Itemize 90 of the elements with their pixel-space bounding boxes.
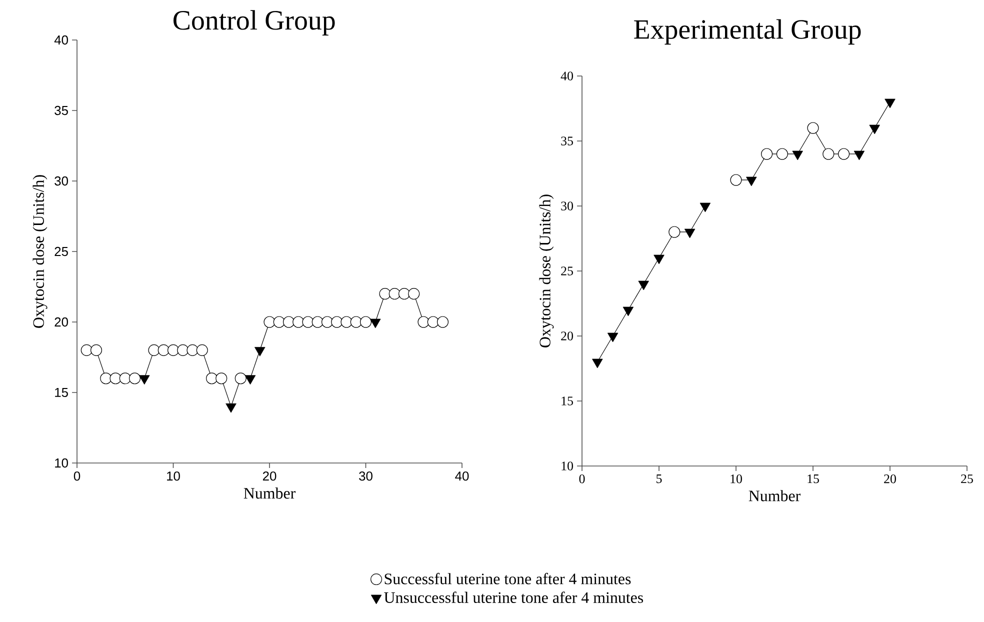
point [436,316,449,328]
point [128,372,141,384]
point [312,316,324,328]
x-axis-title: Number [244,487,296,499]
x-tick-label: 20 [262,471,276,481]
x-tick-label: 20 [884,474,896,484]
point [177,344,189,356]
point [110,372,122,384]
point [838,148,850,160]
point [884,98,896,108]
point [684,228,696,238]
point [360,316,372,328]
point [761,148,773,160]
y-tick-label: 10 [55,458,68,468]
point [730,174,742,186]
point [273,316,285,328]
legend-label: Unsuccessful uterine tone afer 4 minutes [384,592,644,603]
point [282,316,295,328]
point [807,122,819,134]
point [638,280,649,290]
point [792,150,803,160]
x-tick-label: 25 [961,474,973,484]
point [244,375,256,385]
y-tick-label: 25 [561,266,573,276]
x-tick-label: 40 [455,471,469,481]
y-tick-label: 30 [54,176,68,186]
point [196,344,208,356]
point [158,344,170,356]
y-axis-title: Oxytocin dose (Units/h) [32,175,48,328]
point [302,316,314,328]
point [90,344,102,356]
point [350,316,362,328]
point [398,288,410,300]
x-tick-label: 10 [730,474,742,484]
legend-label: Successful uterine tone after 4 minutes [384,572,631,584]
y-axis-title: Oxytocin dose (Units/h) [539,194,554,348]
y-tick-label: 20 [561,332,574,340]
point [119,372,131,384]
point [254,346,266,356]
point [854,150,865,160]
point [186,344,198,356]
y-tick-label: 35 [54,106,68,116]
point [340,316,352,328]
point [408,288,420,300]
point [822,148,834,160]
point [148,344,160,356]
point [592,358,603,368]
point [80,344,92,356]
point [668,226,680,238]
y-tick-label: 40 [54,35,68,45]
point [321,316,334,328]
point [264,316,276,328]
y-tick-label: 25 [54,246,68,256]
point [167,344,180,356]
point [654,254,664,264]
x-tick-label: 30 [359,471,372,481]
y-tick-label: 10 [562,462,574,470]
point [234,372,246,384]
point [746,176,757,186]
point [331,316,343,328]
point [418,316,430,328]
chart-title: Experimental Group [634,19,861,45]
point [206,372,218,384]
point [379,288,391,300]
point [139,375,150,385]
point [226,403,236,413]
point [622,306,634,316]
point [427,316,439,328]
point [292,316,304,328]
y-tick-label: 15 [562,396,573,406]
x-tick-label: 5 [656,474,662,484]
x-tick-label: 10 [167,471,180,481]
point [216,372,228,384]
y-tick-label: 35 [561,136,573,146]
x-axis-title: Number [748,490,800,502]
y-tick-label: 40 [560,72,574,80]
point [869,124,880,134]
x-tick-label: 15 [808,474,819,484]
point [388,288,400,300]
y-tick-label: 30 [561,202,574,210]
y-tick-label: 15 [55,388,68,397]
point [370,318,381,328]
point [607,332,618,342]
y-tick-label: 20 [54,317,68,327]
point [100,372,112,384]
point [776,148,788,160]
x-tick-label: 0 [579,474,585,484]
x-tick-label: 0 [74,471,80,481]
chart-title: Control Group [174,10,335,36]
point [700,202,711,212]
